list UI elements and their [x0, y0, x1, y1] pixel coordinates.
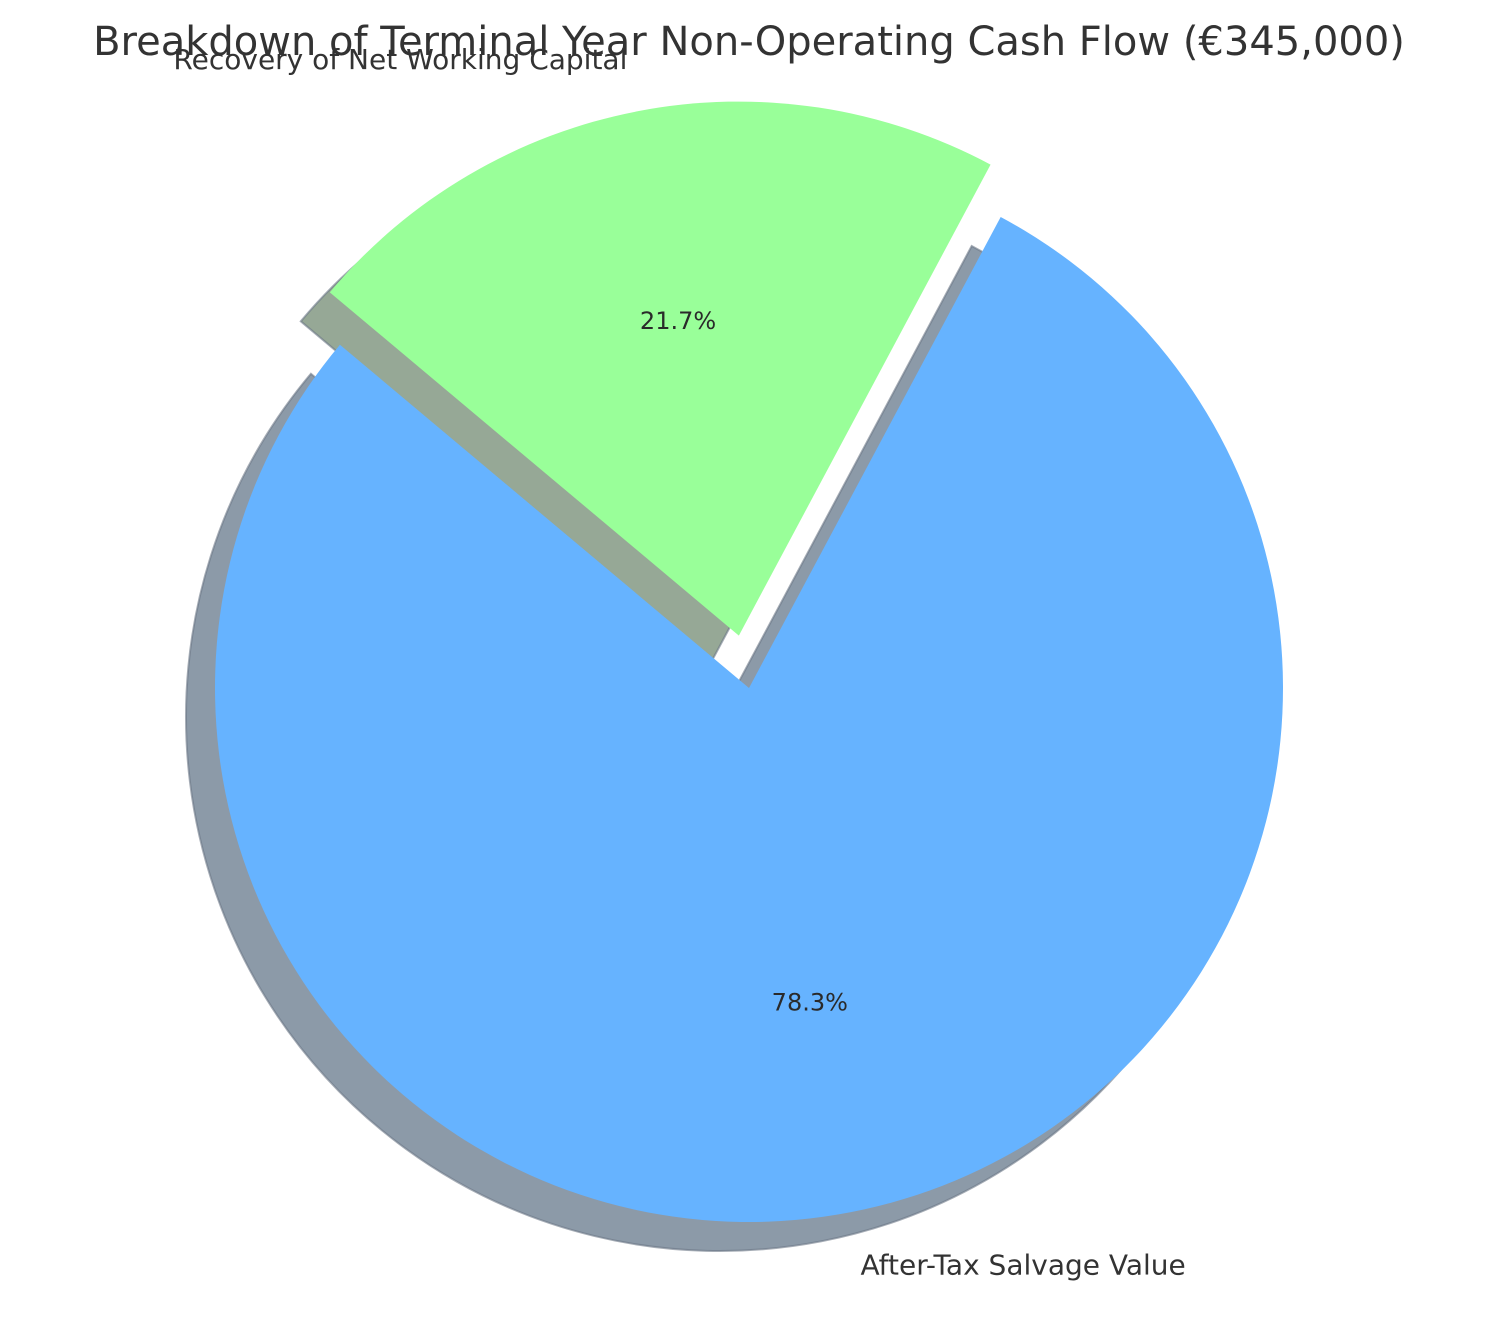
- pie-percent-label-0: 78.3%: [772, 989, 848, 1017]
- pie-slice-1: [329, 101, 991, 636]
- pie-slice-layer: [215, 101, 1284, 1223]
- chart-title: Breakdown of Terminal Year Non-Operating…: [93, 19, 1405, 65]
- pie-percent-label-1: 21.7%: [640, 307, 716, 335]
- pie-label-layer: 78.3% After-Tax Salvage Value 21.7% Recover…: [173, 43, 1185, 1282]
- pie-category-label-0: After-Tax Salvage Value: [860, 1249, 1185, 1282]
- pie-category-label-1: Recovery of Net Working Capital: [173, 43, 627, 76]
- pie-slice-0: [215, 217, 1284, 1223]
